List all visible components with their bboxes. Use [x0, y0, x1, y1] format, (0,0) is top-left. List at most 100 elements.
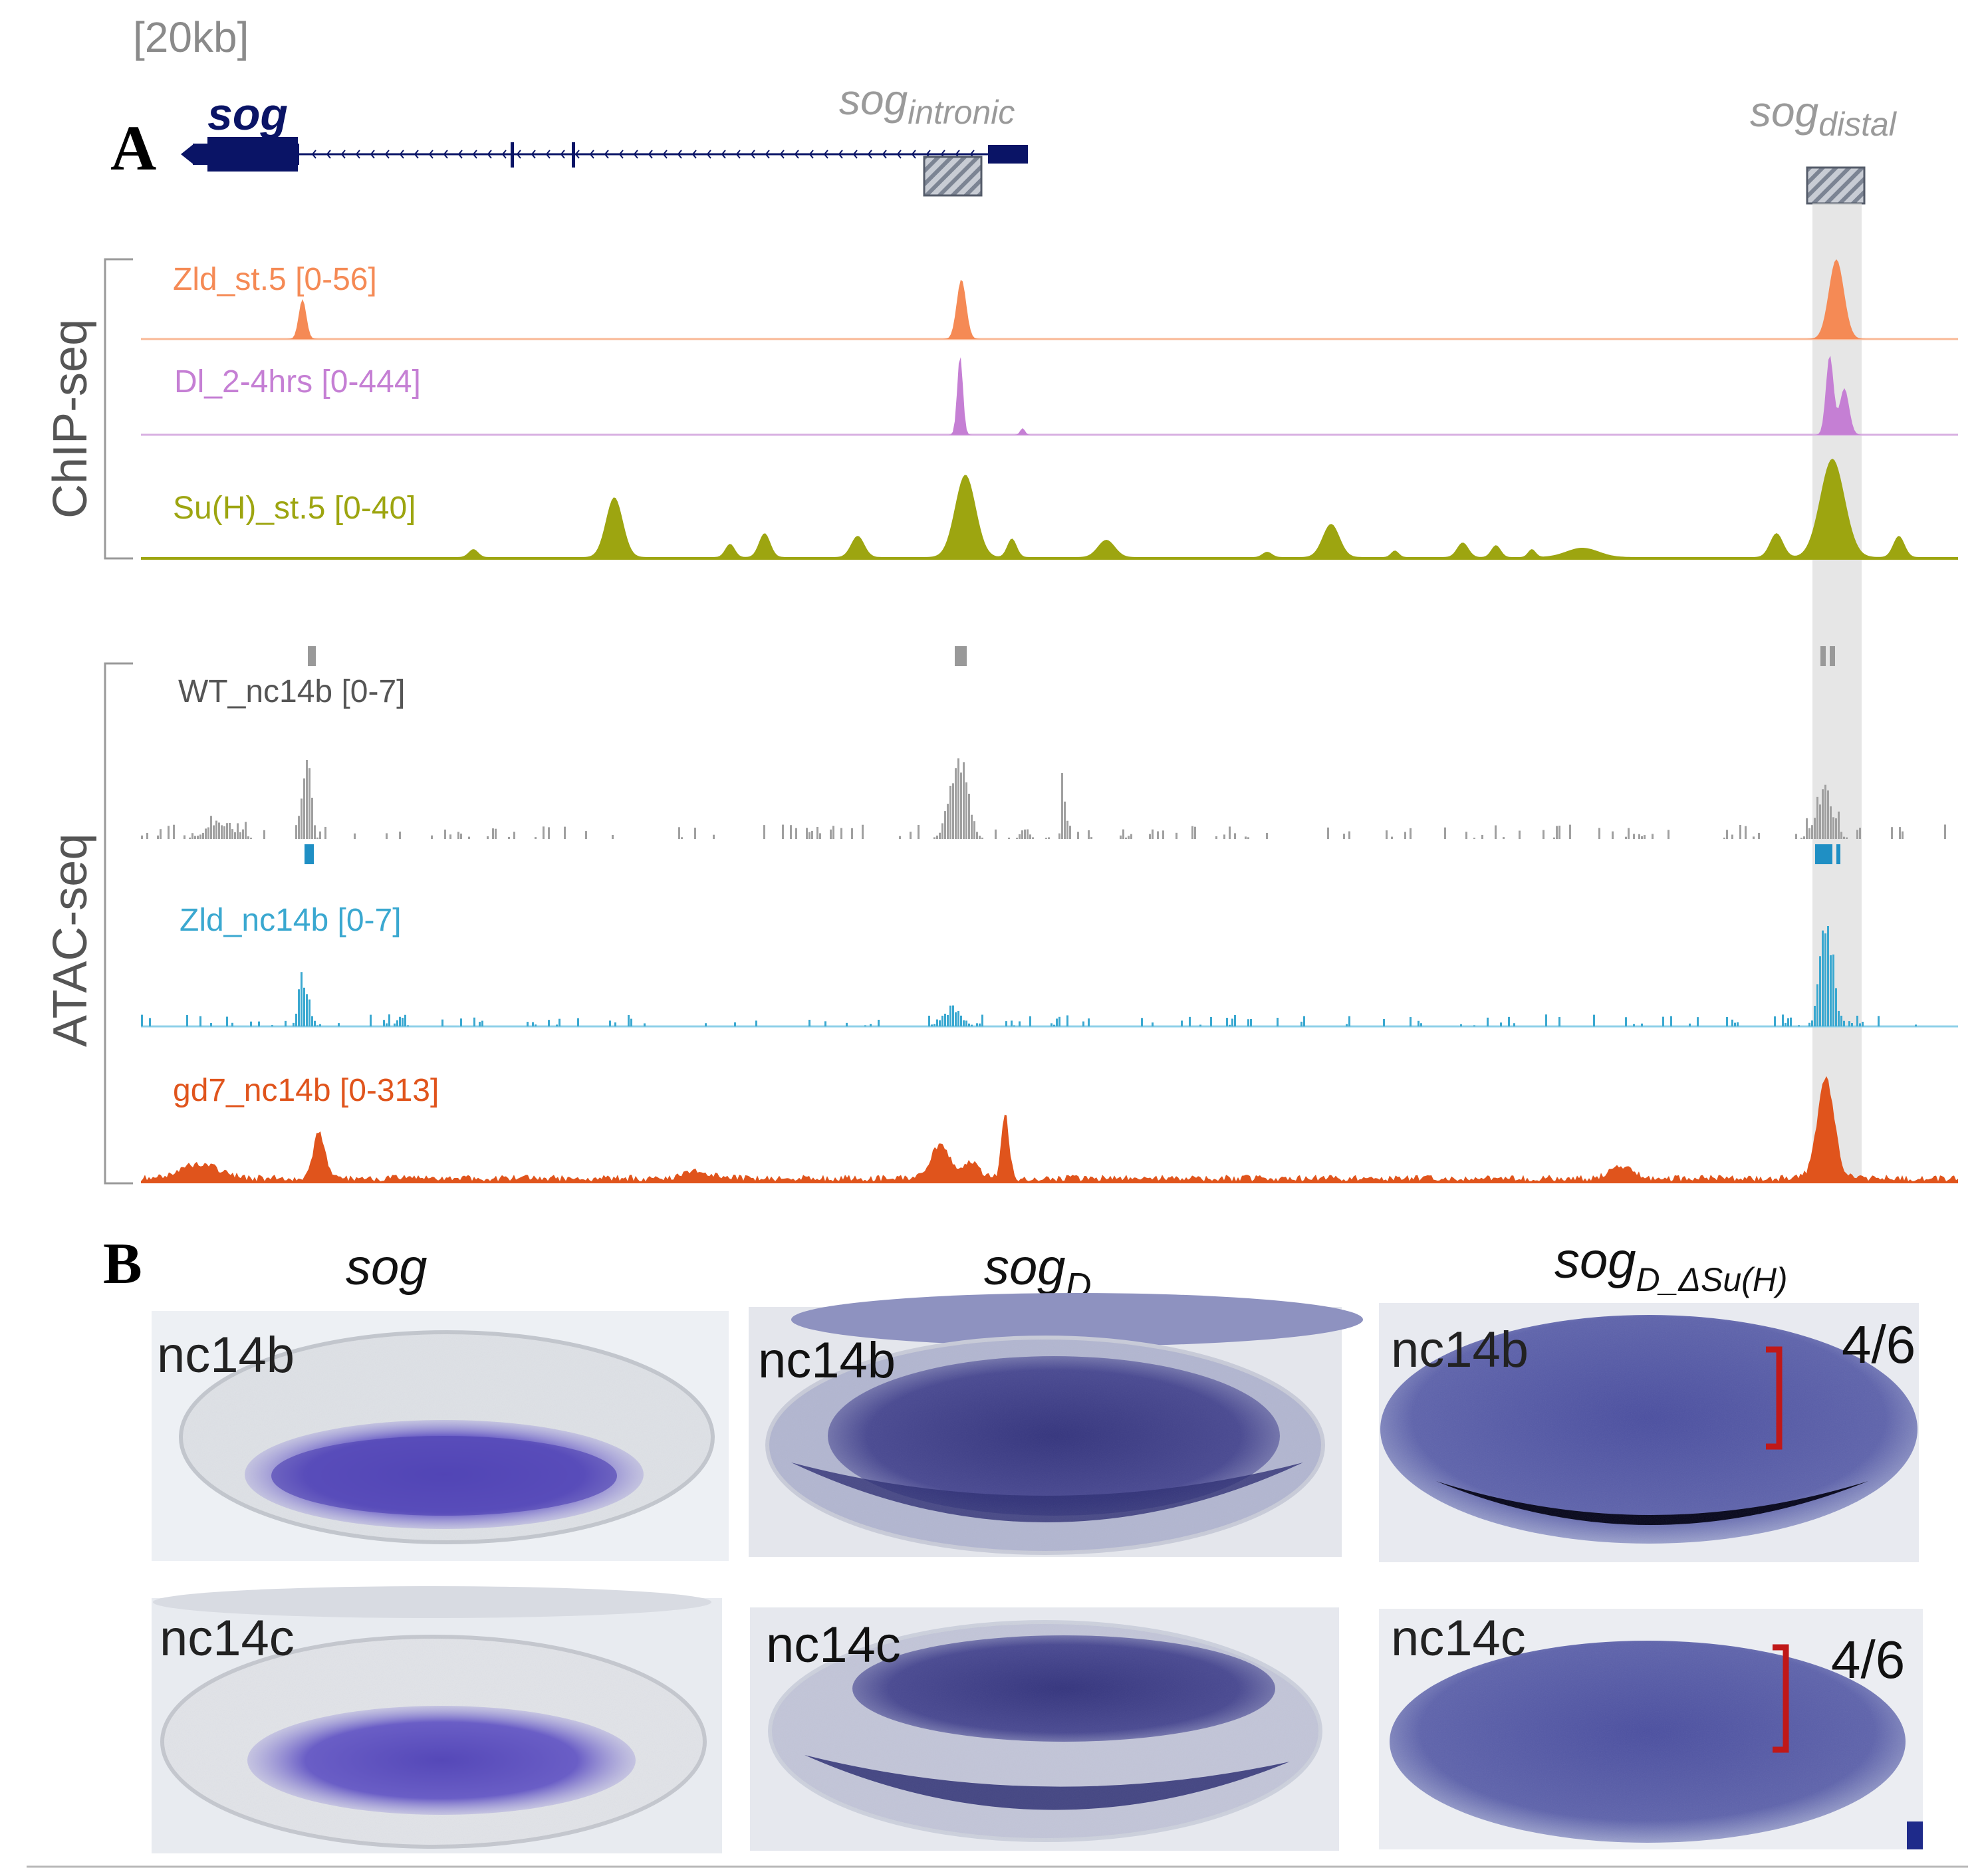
coverage-bar [1058, 1016, 1060, 1026]
coverage-area [141, 259, 1958, 339]
enhancer-intronic-box [923, 156, 983, 197]
coverage-bar [1697, 1017, 1699, 1026]
coverage-bar [1120, 835, 1122, 839]
coverage-bar [577, 1018, 579, 1026]
coverage-bar [1053, 1024, 1055, 1026]
coverage-bar [309, 999, 310, 1026]
coverage-bar [1069, 826, 1071, 839]
embryo-image-sogd-dsuh-nc14c [1379, 1609, 1923, 1849]
intron-chevron [765, 150, 770, 159]
coverage-area [141, 459, 1958, 560]
coverage-bar [285, 1020, 287, 1026]
coverage-bar [832, 826, 834, 839]
coverage-bar [1245, 836, 1247, 839]
coverage-bar [1612, 831, 1614, 839]
coverage-bar [226, 823, 228, 839]
coverage-bar [1444, 827, 1446, 839]
coverage-bar [1798, 1025, 1800, 1026]
coverage-bar [1247, 837, 1249, 839]
coverage-bar [910, 832, 912, 839]
enhancer-distal-label: sogdistal [1750, 88, 1898, 143]
coverage-bar [1391, 836, 1393, 839]
coverage-bar [1061, 773, 1063, 839]
coverage-bar [202, 832, 204, 839]
coverage-bar [543, 826, 545, 839]
coverage-bar [1662, 1016, 1664, 1026]
coverage-bar [1181, 1020, 1183, 1026]
coverage-bar [258, 1021, 260, 1026]
intron-chevron [428, 150, 433, 159]
gene-model [181, 137, 1028, 172]
gene-label: sog [207, 89, 288, 140]
coverage-bar [1808, 1022, 1810, 1026]
intron-chevron [882, 150, 887, 159]
coverage-bar [306, 760, 308, 839]
col-header-sogd-base: sog [984, 1239, 1066, 1296]
coverage-bar [1835, 818, 1837, 839]
coverage-bar [941, 1015, 943, 1026]
stage-label-r2c1: nc14c [160, 1610, 295, 1667]
intron-chevron [574, 150, 580, 159]
coverage-bar [223, 826, 225, 839]
intron-chevron [531, 150, 536, 159]
coverage-bar [1824, 933, 1826, 1026]
coverage-bar [1513, 1023, 1515, 1026]
coverage-bar [1064, 801, 1066, 839]
coverage-bar [949, 1005, 951, 1026]
coverage-bar [210, 816, 212, 839]
coverage-bar [1056, 1018, 1058, 1026]
coverage-bar [303, 987, 305, 1026]
coverage-bar [556, 1024, 558, 1026]
coverage-bar [1803, 836, 1805, 839]
coverage-bar [1019, 1021, 1021, 1026]
enhancer-distal-base: sog [1750, 88, 1819, 136]
embryo-image-sog-nc14b [152, 1311, 729, 1561]
coverage-bar [1902, 831, 1904, 839]
coverage-bar [1029, 1016, 1031, 1026]
coverage-bar [1519, 830, 1521, 839]
coverage-bar [226, 1016, 228, 1026]
coverage-bar [1152, 829, 1154, 839]
coverage-bar [971, 1024, 973, 1026]
coverage-bar [1348, 1016, 1350, 1026]
distal-highlight [1812, 203, 1862, 1183]
peak-calls-zld [305, 844, 1840, 864]
coverage-bar [548, 827, 550, 839]
panel-a-label: A [110, 112, 156, 183]
coverage-bar [939, 832, 941, 839]
track-gd7 [141, 1076, 1958, 1183]
coverage-bar [1125, 837, 1127, 839]
coverage-bar [840, 828, 842, 839]
coverage-bar [184, 835, 185, 839]
scale-label: [20kb] [133, 13, 249, 61]
coverage-bar [870, 1024, 872, 1026]
coverage-bar [473, 1017, 475, 1026]
coverage-bar [399, 831, 401, 839]
coverage-bar [928, 1015, 930, 1026]
coverage-bar [157, 835, 159, 839]
coverage-bar [1856, 830, 1858, 839]
chip-bracket [104, 258, 133, 560]
coverage-bar [1790, 1017, 1792, 1026]
col-header-sogd-dsuh: sogD_ΔSu(H) [1554, 1232, 1788, 1298]
coverage-bar [1668, 830, 1669, 839]
enhancer-intronic-base: sog [839, 76, 908, 124]
coverage-bar [713, 834, 715, 839]
coverage-bar [210, 1022, 212, 1026]
coverage-bar [995, 829, 997, 839]
coverage-bar [1835, 988, 1837, 1026]
coverage-bar [1633, 834, 1635, 839]
coverage-bar [383, 1020, 385, 1026]
coverage-bar [293, 1022, 295, 1026]
coverage-bar [1827, 790, 1829, 839]
coverage-bar [795, 828, 797, 839]
coverage-bar [1021, 830, 1023, 839]
coverage-bar [1473, 1025, 1475, 1026]
atac-bracket [104, 662, 133, 1185]
coverage-bar [1005, 1021, 1007, 1026]
coverage-bar [830, 829, 832, 839]
track-label-wt-atac: WT_nc14b [0-7] [178, 674, 405, 709]
intron-chevron [706, 150, 711, 159]
coverage-bar [1481, 834, 1483, 839]
intron-chevron [691, 150, 697, 159]
